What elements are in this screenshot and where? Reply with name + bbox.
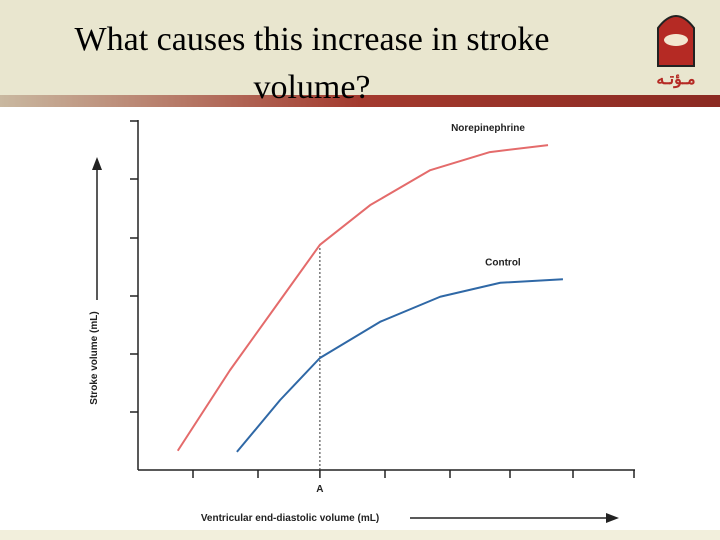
axis-ticks <box>130 120 635 478</box>
series-label: Norepinephrine <box>451 123 525 134</box>
header-band <box>0 0 720 96</box>
series-label: Control <box>485 257 521 268</box>
y-arrow <box>92 157 102 300</box>
x-axis-label: Ventricular end-diastolic volume (mL) <box>201 513 379 524</box>
footer-band <box>0 530 720 540</box>
line-series <box>236 278 563 453</box>
line-series <box>176 144 549 452</box>
marker-label: A <box>316 484 323 495</box>
x-arrow <box>410 513 619 523</box>
logo: مـؤتـه <box>656 15 696 89</box>
logo-text: مـؤتـه <box>656 71 695 89</box>
slide-title: What causes this increase in stroke volum… <box>75 21 550 106</box>
chart: Stroke volume (mL) Ventricular end-diast… <box>89 120 635 524</box>
header-rule <box>0 95 720 107</box>
y-axis-label: Stroke volume (mL) <box>89 311 100 404</box>
